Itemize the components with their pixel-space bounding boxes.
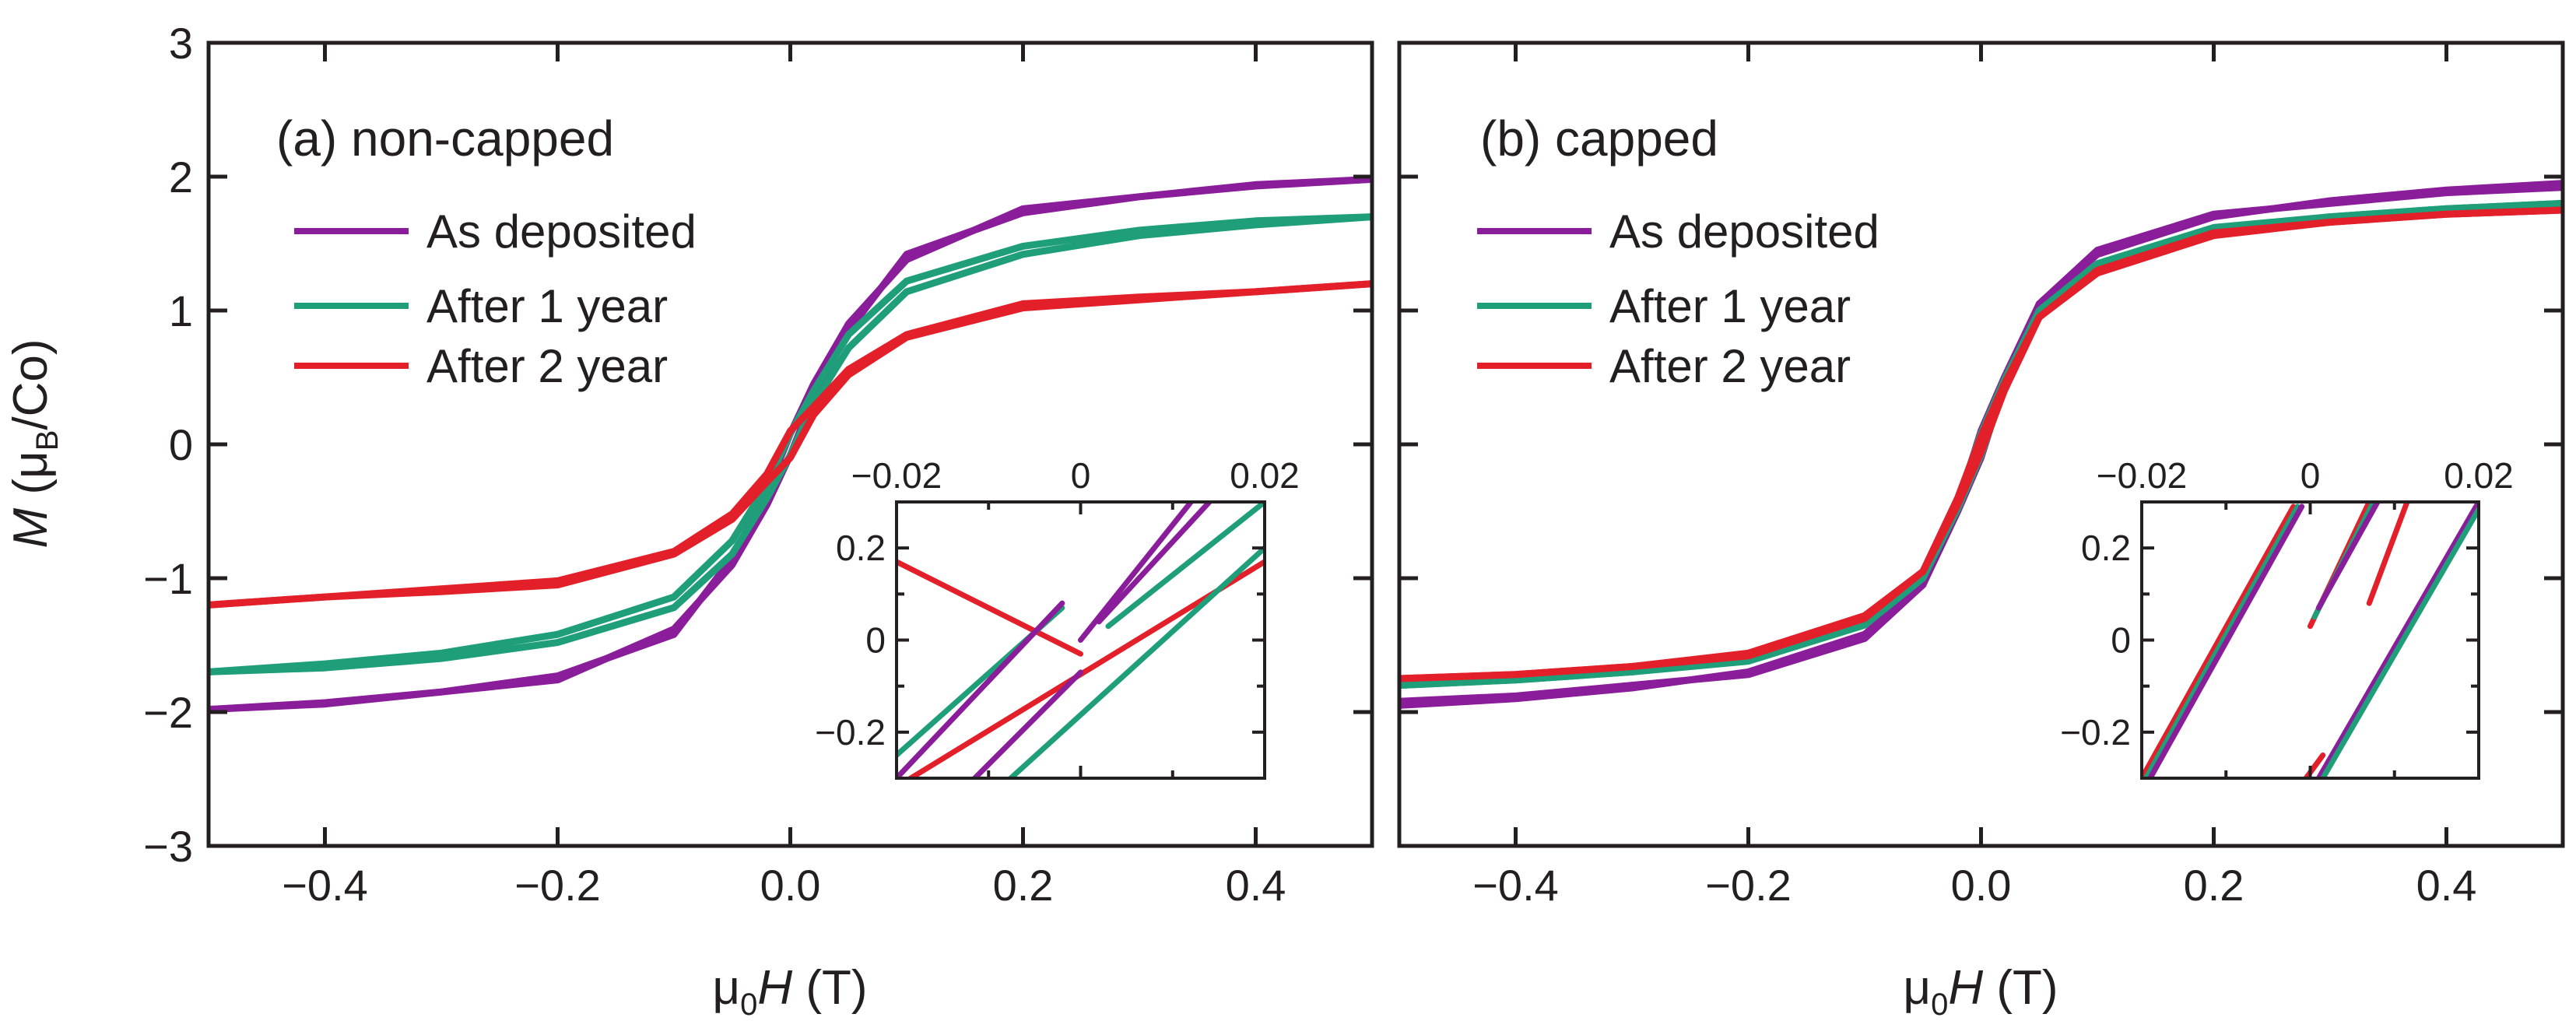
panel-b-x-axis-title: μ0H (T) [1903, 961, 2058, 1022]
inset-background [2142, 502, 2479, 778]
panel-b: −0.4 −0.2 0.0 0.2 0.4 (b) capped As deposite… [1397, 40, 2565, 1022]
inset-segment-after-2-year [905, 559, 1265, 778]
inset-y-tick-label: 0.2 [836, 528, 886, 568]
panel-b-legend: As deposited After 1 year After 2 year [1477, 205, 1879, 392]
inset-x-tick-label: 0.02 [1230, 455, 1300, 496]
legend-label-after-2-year: After 2 year [426, 340, 668, 392]
panel-a: −0.4 −0.2 0.0 0.2 0.4 3 2 1 0 −1 −2 −3 (a) non-capp… [143, 19, 1374, 1022]
y-axis-title: M (μB/Co) [4, 339, 65, 548]
panel-a-legend: As deposited After 1 year After 2 year [294, 205, 697, 392]
y-tick-label: −2 [143, 688, 193, 737]
series-after-2-year-descending-branch [1399, 206, 2563, 682]
panel-a-inset: −0.02 0 0.02 0.2 0 −0.2 [815, 455, 1300, 780]
legend-label-as-deposited: As deposited [426, 205, 697, 258]
inset-x-tick-label: −0.02 [2097, 455, 2187, 496]
x-tick-label: −0.2 [514, 861, 601, 910]
inset-y-tick-label: 0.2 [2081, 528, 2131, 568]
inset-curves [897, 502, 1265, 778]
inset-curves [2142, 502, 2479, 778]
inset-y-tick-label: −0.2 [2060, 712, 2131, 753]
inset-segment-as-deposited [1078, 502, 1194, 643]
y-tick-label: 2 [169, 153, 193, 202]
inset-segment-after-1-year [1105, 502, 1265, 630]
x-tick-label: 0.2 [2184, 861, 2244, 910]
series-after-2-year-descending-branch [209, 280, 1372, 609]
panel-a-curves [209, 175, 1372, 714]
inset-segment-after-2-year [897, 559, 1083, 657]
x-tick-label: 0.4 [2416, 861, 2477, 910]
x-tick-label: 0.2 [993, 861, 1054, 910]
inset-x-tick-label: 0 [1071, 455, 1091, 496]
inset-segment-as-deposited [897, 600, 1065, 778]
legend-label-as-deposited: As deposited [1609, 205, 1879, 258]
panel-b-curves [1399, 180, 2563, 709]
y-tick-label: 3 [169, 19, 193, 68]
inset-segment-as-deposited [2315, 502, 2381, 611]
y-tick-label: 0 [169, 420, 193, 469]
y-tick-label: 1 [169, 286, 193, 335]
x-tick-label: 0.0 [1951, 861, 2012, 910]
inset-x-tick-label: −0.02 [851, 455, 942, 496]
inset-segment-after-2-year [2142, 503, 2297, 778]
panel-b-inset: −0.02 0 0.02 0.2 0 −0.2 [2060, 455, 2514, 780]
inset-segment-as-deposited [2147, 503, 2305, 778]
panel-b-ticks: −0.4 −0.2 0.0 0.2 0.4 [1399, 40, 2563, 910]
x-tick-label: 0.0 [760, 861, 821, 910]
legend-label-after-2-year: After 2 year [1609, 340, 1851, 392]
inset-y-tick-label: −0.2 [815, 712, 886, 753]
y-tick-label: −1 [143, 554, 193, 603]
panel-b-title: (b) capped [1480, 111, 1718, 167]
inset-x-tick-label: 0 [2301, 455, 2321, 496]
panel-a-ticks: −0.4 −0.2 0.0 0.2 0.4 3 2 1 0 −1 −2 −3 [143, 19, 1372, 910]
inset-segment-after-1-year [2143, 503, 2301, 778]
inset-y-tick-label: 0 [865, 620, 886, 661]
x-tick-label: −0.4 [1472, 861, 1559, 910]
inset-segment-as-deposited [2315, 502, 2479, 778]
inset-x-tick-label: 0.02 [2444, 455, 2514, 496]
x-tick-label: 0.4 [1226, 861, 1286, 910]
x-tick-label: −0.2 [1705, 861, 1792, 910]
legend-label-after-1-year: After 1 year [1609, 280, 1851, 332]
panel-a-title: (a) non-capped [276, 111, 614, 167]
inset-segment-as-deposited [1096, 502, 1213, 625]
y-tick-label: −3 [143, 822, 193, 871]
legend-label-after-1-year: After 1 year [426, 280, 668, 332]
inset-segment-after-1-year [2320, 503, 2479, 778]
panel-a-x-axis-title: μ0H (T) [712, 961, 867, 1022]
x-tick-label: −0.4 [282, 861, 368, 910]
inset-segment-as-deposited [970, 669, 1083, 778]
inset-segment-after-1-year [1006, 545, 1265, 778]
inset-segment-after-2-year [2366, 502, 2410, 606]
inset-y-tick-label: 0 [2111, 620, 2131, 661]
